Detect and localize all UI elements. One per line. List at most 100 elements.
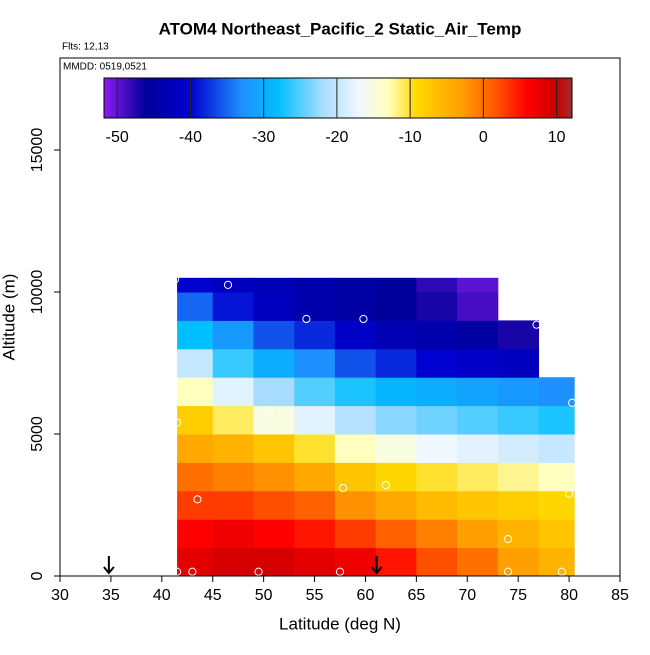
heatmap-cell	[457, 490, 499, 520]
heatmap-cell	[177, 292, 214, 321]
heatmap-cell	[375, 519, 417, 549]
y-tick-label: 5000	[29, 416, 46, 452]
heatmap-cell	[334, 320, 377, 350]
heatmap-cell	[375, 277, 417, 293]
heatmap-cell	[212, 277, 254, 293]
heatmap-cell	[253, 547, 295, 577]
y-tick-label: 10000	[29, 270, 46, 315]
heatmap-cell	[416, 462, 458, 492]
heatmap-cell	[177, 490, 214, 520]
heatmap-cell	[212, 320, 254, 350]
x-tick-label: 60	[357, 587, 375, 604]
heatmap-cell	[294, 292, 336, 321]
x-tick-label: 30	[51, 587, 69, 604]
heatmap-cell	[457, 547, 499, 577]
flight-point	[264, 407, 273, 416]
heatmap-cell	[334, 547, 377, 577]
heatmap-cell	[457, 519, 499, 549]
heatmap-cell	[177, 405, 214, 435]
heatmap-cell	[538, 434, 575, 463]
heatmap-cell	[375, 377, 417, 407]
heatmap-cell	[497, 320, 540, 350]
heatmap-cell	[253, 277, 295, 293]
flight-point	[172, 418, 182, 427]
flight-point	[381, 481, 390, 490]
heatmap-cell	[416, 434, 458, 463]
heatmap-cell	[294, 462, 336, 492]
flight-point	[532, 320, 541, 329]
flight-point	[254, 567, 263, 576]
chart-title: ATOM4 Northeast_Pacific_2 Static_Air_Tem…	[159, 19, 522, 38]
heatmap-cell	[375, 292, 417, 321]
subtitle: Flts: 12,13	[62, 42, 109, 53]
y-axis-label: Altitude (m)	[0, 274, 18, 361]
heatmap-cell	[334, 434, 377, 463]
heatmap-cell	[416, 377, 458, 407]
heatmap-cell	[253, 405, 295, 435]
colorbar-tick-label: 10	[548, 129, 566, 146]
flight-point	[503, 567, 513, 576]
heatmap-cell	[375, 320, 417, 350]
heatmap-cell	[177, 462, 214, 492]
annotation: MMDD: 0519,0521	[63, 62, 147, 73]
heatmap-cell	[457, 377, 499, 407]
arrow-marker	[103, 556, 115, 575]
heatmap-cell	[334, 277, 377, 293]
heatmap-cell	[538, 490, 575, 520]
heatmap-cell	[212, 547, 254, 577]
flight-point	[335, 567, 345, 576]
colorbar-tick-label: -10	[399, 129, 422, 146]
heatmap-cell	[294, 547, 336, 577]
heatmap-cell	[212, 377, 254, 407]
heatmap-cell	[253, 377, 295, 407]
heatmap-cell	[416, 547, 458, 577]
heatmap-cell	[253, 348, 295, 378]
heatmap-cell	[416, 519, 458, 549]
heatmap-cell	[416, 292, 458, 321]
heatmap-cell	[334, 377, 377, 407]
heatmap-cell	[294, 377, 336, 407]
heatmap-cell	[294, 434, 336, 463]
heatmap-cell	[334, 405, 377, 435]
colorbar-tick-label: -50	[106, 129, 129, 146]
heatmap-cell	[375, 490, 417, 520]
heatmap-cell	[294, 277, 336, 293]
flight-point	[302, 314, 311, 324]
x-tick-label: 85	[611, 587, 629, 604]
heatmap-cell	[334, 490, 377, 520]
x-tick-label: 50	[255, 587, 273, 604]
heatmap-cell	[212, 348, 254, 378]
heatmap-cell	[253, 434, 295, 463]
heatmap-cell	[457, 405, 499, 435]
x-tick-label: 45	[204, 587, 222, 604]
arrow-marker	[370, 556, 383, 575]
heatmap-cell	[212, 434, 254, 463]
colorbar	[103, 77, 573, 119]
heatmap-cell	[294, 348, 336, 378]
heatmap-cell	[177, 320, 214, 350]
x-tick-label: 65	[407, 587, 425, 604]
heatmap-cell	[457, 434, 499, 463]
heatmap-cell	[457, 348, 499, 378]
heatmap-cell	[375, 434, 417, 463]
heatmap-cell	[294, 320, 336, 350]
flight-point	[338, 483, 348, 493]
y-tick-label: 0	[29, 571, 46, 580]
heatmap-cell	[177, 377, 214, 407]
plot-frame	[59, 57, 621, 577]
heatmap-cell	[538, 519, 575, 549]
heatmap-cell	[334, 462, 377, 492]
heatmap-cell	[457, 462, 499, 492]
heatmap-cell	[334, 519, 377, 549]
colorbar-tick-label: -40	[179, 129, 202, 146]
flight-point	[564, 489, 574, 498]
heatmap-cell	[457, 292, 499, 321]
heatmap-cell	[177, 519, 214, 549]
heatmap-cell	[416, 348, 458, 378]
heatmap-cell	[538, 547, 575, 577]
heatmap-cell	[497, 490, 540, 520]
heatmap-cell	[253, 292, 295, 321]
heatmap-cell	[375, 405, 417, 435]
heatmap-cell	[294, 490, 336, 520]
